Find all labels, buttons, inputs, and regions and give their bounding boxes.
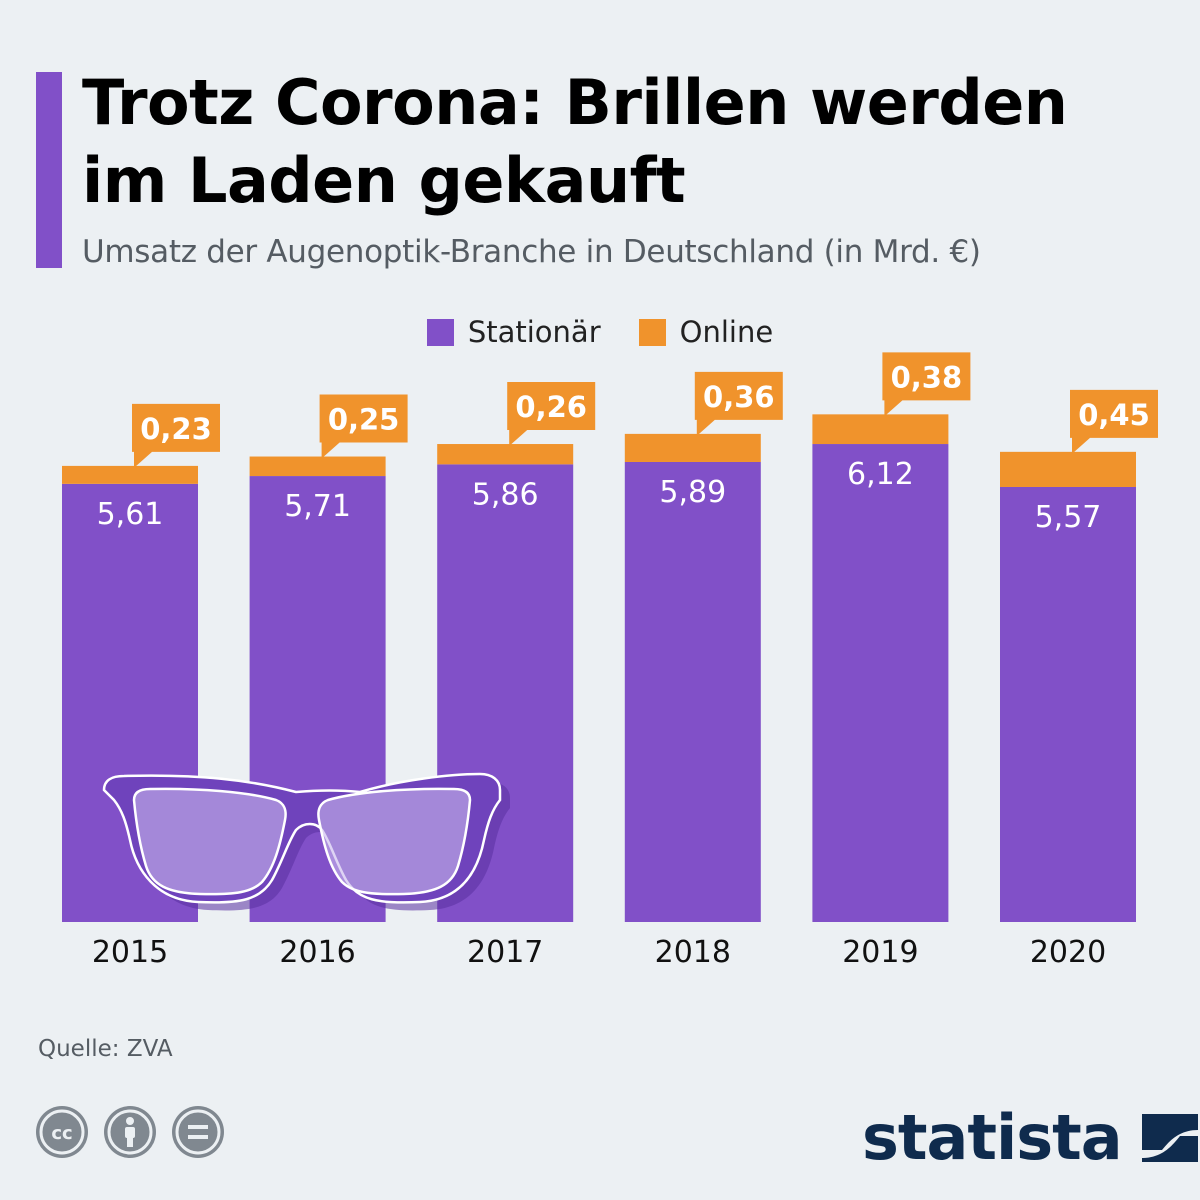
title-line-1: Trotz Corona: Brillen werden (82, 66, 1068, 139)
legend: Stationär Online (0, 312, 1200, 352)
bar-stationaer-2020 (1000, 486, 1136, 922)
label-online-2015: 0,23 (140, 412, 212, 446)
callout-online-2020 (1070, 389, 1158, 454)
legend-item-online: Online (638, 315, 774, 349)
label-stationaer-2019: 6,12 (847, 457, 914, 492)
license-icons: cc (36, 1106, 224, 1158)
chart-subtitle: Umsatz der Augenoptik-Branche in Deutsch… (82, 234, 981, 270)
legend-swatch-stationaer (426, 318, 454, 346)
stacked-bar-chart: 5,61 0,23 2015 5,71 0,25 2016 5,86 0,26 2017 5,89… (62, 352, 1158, 970)
label-stationaer-2018: 5,89 (659, 475, 726, 510)
label-online-2018: 0,36 (703, 380, 775, 414)
bar-stationaer-2018 (624, 461, 761, 922)
title-accent-bar (36, 72, 62, 268)
bar-online-2016 (249, 456, 386, 477)
brand-name: statista (862, 1101, 1123, 1174)
callout-online-2018 (694, 371, 783, 436)
x-tick-label-2017: 2017 (467, 935, 543, 970)
bars-group: 5,61 0,23 2015 5,71 0,25 2016 5,86 0,26 2017 5,89… (62, 352, 1158, 970)
bar-online-2017 (437, 444, 574, 465)
label-online-2016: 0,25 (328, 403, 400, 437)
label-stationaer-2015: 5,61 (97, 497, 164, 532)
label-stationaer-2017: 5,86 (472, 477, 539, 512)
chart-title: Trotz Corona: Brillen werden im Laden ge… (82, 64, 1182, 220)
legend-label-stationaer: Stationär (467, 315, 601, 349)
bar-stationaer-2019 (812, 444, 949, 922)
legend-swatch-online (638, 318, 666, 346)
title-line-2: im Laden gekauft (82, 144, 686, 217)
statista-mark-icon (1141, 1114, 1198, 1162)
label-online-2020: 0,45 (1078, 398, 1150, 432)
bar-online-2020 (1000, 451, 1136, 487)
x-tick-label-2018: 2018 (655, 935, 731, 970)
cc-icon[interactable]: cc (36, 1106, 88, 1158)
no-derivatives-icon[interactable] (172, 1106, 224, 1158)
label-stationaer-2016: 5,71 (284, 489, 351, 524)
svg-text:cc: cc (51, 1123, 72, 1144)
callout-online-2017 (507, 382, 596, 447)
x-tick-label-2016: 2016 (279, 935, 355, 970)
label-online-2017: 0,26 (515, 390, 587, 424)
sunglasses-illustration-icon (102, 772, 510, 911)
x-tick-label-2015: 2015 (92, 935, 168, 970)
callout-online-2016 (319, 394, 408, 459)
bar-online-2015 (62, 465, 198, 484)
x-tick-label-2019: 2019 (842, 935, 918, 970)
x-tick-label-2020: 2020 (1030, 935, 1106, 970)
callout-online-2019 (882, 352, 971, 417)
label-stationaer-2020: 5,57 (1035, 500, 1102, 535)
callout-online-2015 (132, 403, 220, 468)
legend-label-online: Online (679, 315, 774, 349)
bar-online-2019 (812, 414, 949, 445)
label-online-2019: 0,38 (891, 360, 963, 394)
statista-logo[interactable]: statista (862, 1098, 1200, 1178)
legend-item-stationaer: Stationär (426, 315, 601, 349)
attribution-icon[interactable] (104, 1106, 156, 1158)
bar-online-2018 (624, 433, 761, 462)
source-note: Quelle: ZVA (38, 1036, 173, 1062)
